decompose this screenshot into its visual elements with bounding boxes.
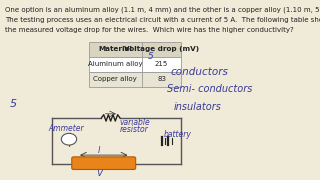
FancyBboxPatch shape <box>72 157 136 170</box>
Text: The testing process uses an electrical circuit with a current of 5 A.  The follo: The testing process uses an electrical c… <box>5 17 320 23</box>
Bar <box>89 42 181 57</box>
Text: conductors: conductors <box>171 67 229 77</box>
Text: 83: 83 <box>157 76 166 82</box>
Text: Copper alloy: Copper alloy <box>93 76 137 82</box>
Text: Semi- conductors: Semi- conductors <box>167 84 253 95</box>
Text: V: V <box>97 169 103 178</box>
Text: l: l <box>98 146 100 155</box>
Text: resistor: resistor <box>120 125 149 134</box>
Text: 5: 5 <box>148 52 154 61</box>
Text: 5: 5 <box>10 99 17 109</box>
Text: I: I <box>69 139 71 148</box>
Text: insulators: insulators <box>173 102 221 112</box>
Text: Material: Material <box>98 46 132 52</box>
Circle shape <box>61 133 76 145</box>
Text: the measured voltage drop for the wires.  Which wire has the higher conductivity: the measured voltage drop for the wires.… <box>5 27 294 33</box>
Text: One option is an aluminum alloy (1.1 m, 4 mm) and the other is a copper alloy (1: One option is an aluminum alloy (1.1 m, … <box>5 6 320 13</box>
Text: battery: battery <box>164 130 192 139</box>
Text: Ammeter: Ammeter <box>48 124 84 133</box>
Text: Aluminum alloy: Aluminum alloy <box>88 61 143 67</box>
Text: I: I <box>69 142 71 148</box>
Bar <box>89 72 181 87</box>
Text: 215: 215 <box>155 61 168 67</box>
Text: variable: variable <box>120 118 151 127</box>
Text: Voltage drop (mV): Voltage drop (mV) <box>124 46 199 52</box>
Bar <box>89 57 181 72</box>
